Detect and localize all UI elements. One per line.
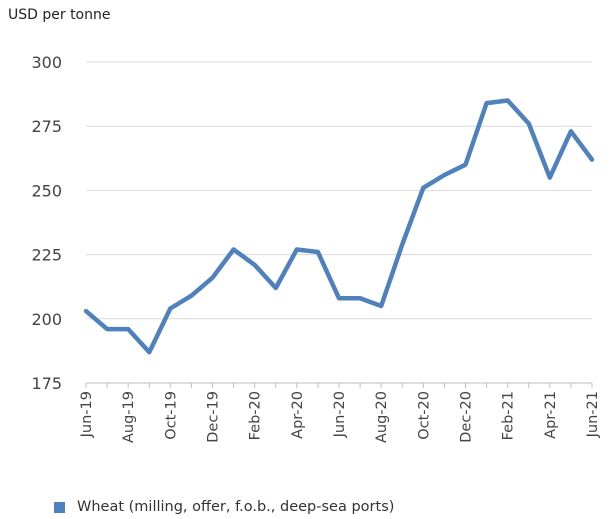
series-line-0: [83, 98, 595, 355]
x-tick-label: Apr-20: [290, 391, 306, 439]
y-axis-tick-labels: 175 200 225 250 275 300: [31, 53, 62, 393]
y-tick-label: 175: [31, 374, 62, 393]
series-lines: [83, 98, 595, 355]
x-tick-label: Apr-21: [543, 391, 559, 439]
wheat-price-line-chart: 175 200 225 250 275 300 Jun-19 Aug-19 Oct-19 Dec…: [31, 53, 601, 443]
legend-label: Wheat (milling, offer, f.o.b., deep-sea …: [77, 499, 395, 515]
y-axis-unit-label: USD per tonne: [8, 7, 111, 23]
x-tick-label: Dec-19: [206, 391, 222, 443]
x-tick-label: Jun-20: [332, 391, 348, 438]
x-axis: [85, 382, 593, 388]
x-tick-label: Aug-20: [374, 391, 390, 443]
y-tick-label: 275: [31, 117, 62, 136]
legend-swatch: [54, 501, 65, 513]
x-tick-label: Jun-19: [79, 391, 95, 438]
y-tick-label: 300: [31, 53, 62, 72]
y-tick-label: 250: [31, 181, 62, 200]
gridlines: [86, 61, 592, 320]
x-tick-label: Jun-21: [585, 391, 601, 438]
x-tick-label: Feb-20: [248, 391, 264, 440]
x-tick-label: Dec-20: [459, 391, 475, 443]
x-axis-tick-labels: Jun-19 Aug-19 Oct-19 Dec-19 Feb-20 Apr-20 Jun-…: [79, 391, 601, 443]
legend: Wheat (milling, offer, f.o.b., deep-sea …: [54, 499, 394, 515]
x-tick-label: Aug-19: [121, 391, 137, 443]
x-tick-label: Oct-19: [163, 391, 179, 440]
y-tick-label: 200: [31, 310, 62, 329]
y-tick-label: 225: [31, 246, 62, 265]
x-tick-label: Feb-21: [501, 391, 517, 440]
x-tick-label: Oct-20: [416, 391, 432, 440]
